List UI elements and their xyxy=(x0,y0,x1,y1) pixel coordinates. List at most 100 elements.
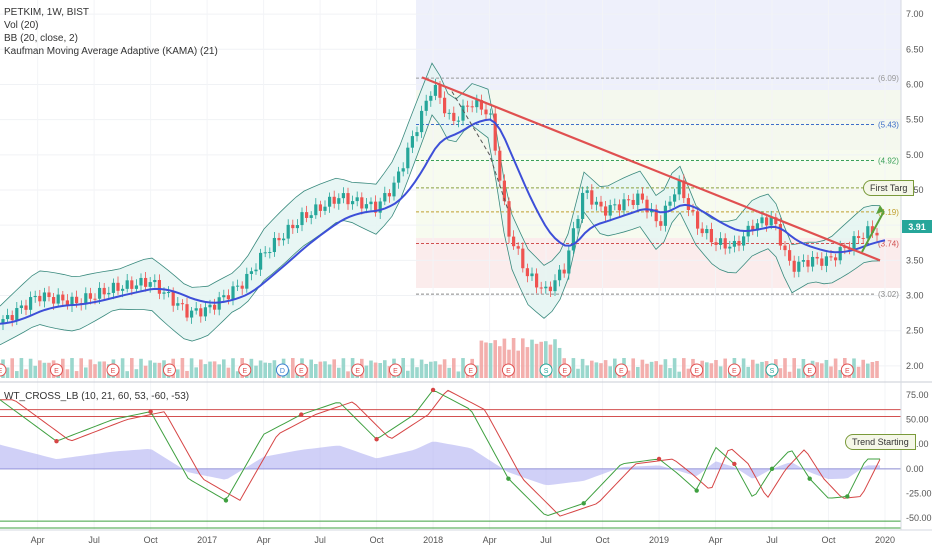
trend-starting-callout[interactable]: Trend Starting xyxy=(845,434,916,450)
event-marker-icon[interactable] xyxy=(49,363,63,377)
candle-body xyxy=(622,199,626,211)
price-candles xyxy=(1,78,879,331)
candle-body xyxy=(355,197,359,202)
candle-body xyxy=(617,204,621,211)
candle-body xyxy=(111,282,115,293)
projection-dashed-line[interactable] xyxy=(451,91,509,212)
event-marker-icon[interactable] xyxy=(539,363,553,377)
symbol-title[interactable]: PETKIM, 1W, BIST xyxy=(4,7,90,18)
event-marker-icon[interactable] xyxy=(558,363,572,377)
candle-body xyxy=(585,190,589,193)
candle-body xyxy=(226,295,230,300)
volume-bar xyxy=(442,359,447,378)
volume-bar xyxy=(65,369,70,378)
volume-bar xyxy=(484,342,488,378)
event-marker-icon[interactable] xyxy=(690,363,704,377)
descending-trendline[interactable] xyxy=(421,76,881,262)
first-target-callout[interactable]: First Targ xyxy=(863,180,915,196)
candle-body xyxy=(300,212,304,226)
earnings-markers: EEEEEDEEEEESEEEESEE xyxy=(0,363,854,377)
time-tick-label: Oct xyxy=(596,535,611,545)
event-marker-icon[interactable] xyxy=(501,363,515,377)
candle-body xyxy=(167,292,171,294)
bollinger-indicator-label[interactable]: BB (20, close, 2) xyxy=(4,33,78,44)
volume-bar xyxy=(272,360,277,378)
cross-dot xyxy=(581,501,586,506)
time-tick-label: 2020 xyxy=(875,535,895,545)
candle-body xyxy=(75,296,79,304)
candle-body xyxy=(466,105,470,107)
oscillator-axis[interactable]: 75.00 50.00 25.00 0.00 -25.00 -50.00 xyxy=(906,390,932,523)
target-arrow[interactable] xyxy=(861,210,885,253)
event-marker-icon[interactable] xyxy=(727,363,741,377)
oscillator-legend: WT_CROSS_LB (10, 21, 60, 53, -60, -53) xyxy=(4,390,189,403)
candle-body xyxy=(852,236,856,250)
volume-bar xyxy=(410,358,415,378)
cross-dot xyxy=(430,387,436,393)
volume-bar xyxy=(866,363,870,378)
volume-bar xyxy=(525,347,530,378)
event-marker-icon[interactable] xyxy=(614,363,628,377)
volume-bar xyxy=(383,360,387,378)
candle-body xyxy=(217,297,221,310)
volume-bar xyxy=(199,359,203,378)
event-marker-icon[interactable] xyxy=(464,363,478,377)
volume-bar xyxy=(369,360,373,378)
candle-body xyxy=(456,120,460,122)
candle-body xyxy=(668,201,672,206)
time-tick-label: Jul xyxy=(88,535,100,545)
event-marker-icon[interactable] xyxy=(765,363,779,377)
volume-bar xyxy=(217,364,221,378)
event-marker-icon[interactable] xyxy=(0,363,7,377)
volume-bar xyxy=(33,365,37,378)
volume-bar xyxy=(544,341,548,378)
event-marker-icon[interactable] xyxy=(106,363,120,377)
chart-legend: PETKIM, 1W, BIST Vol (20) BB (20, close,… xyxy=(4,6,218,58)
volume-bar xyxy=(672,358,677,378)
event-marker-icon[interactable] xyxy=(294,363,308,377)
volume-bar xyxy=(70,358,74,378)
volume-bar xyxy=(718,366,723,378)
candle-body xyxy=(760,217,764,224)
candle-body xyxy=(562,269,566,274)
candle-body xyxy=(314,204,318,216)
volume-indicator-label[interactable]: Vol (20) xyxy=(4,20,39,31)
event-marker-icon[interactable] xyxy=(351,363,365,377)
candle-body xyxy=(190,310,194,318)
volume-bar xyxy=(603,360,608,378)
candle-body xyxy=(337,198,341,204)
candle-body xyxy=(663,205,667,226)
event-marker-icon[interactable] xyxy=(275,363,289,377)
oscillator-tick-label: -25.00 xyxy=(906,488,932,498)
candle-body xyxy=(806,260,810,267)
drawings[interactable] xyxy=(421,76,885,262)
fib-highlight-region xyxy=(416,0,901,90)
volume-bar xyxy=(185,370,189,378)
candle-body xyxy=(42,292,46,302)
event-marker-letter: E xyxy=(694,368,699,375)
candle-body xyxy=(438,85,442,98)
volume-bar xyxy=(640,359,645,378)
event-marker-icon[interactable] xyxy=(162,363,176,377)
event-marker-icon[interactable] xyxy=(388,363,402,377)
event-marker-icon[interactable] xyxy=(803,363,817,377)
cross-dot xyxy=(54,439,59,444)
candle-body xyxy=(870,226,874,233)
candle-body xyxy=(84,293,88,305)
candle-body xyxy=(203,307,207,317)
oscillator-tick-label: 50.00 xyxy=(906,415,929,425)
volume-bar xyxy=(502,338,507,378)
candle-body xyxy=(406,147,410,169)
event-marker-icon[interactable] xyxy=(238,363,252,377)
oscillator-indicator-label[interactable]: WT_CROSS_LB (10, 21, 60, 53, -60, -53) xyxy=(4,391,190,402)
candle-body xyxy=(107,292,111,295)
kama-indicator-label[interactable]: Kaufman Moving Average Adaptive (KAMA) (… xyxy=(4,46,218,57)
svg-text:3.91: 3.91 xyxy=(908,222,926,232)
candle-body xyxy=(691,210,695,212)
volume-bar xyxy=(194,367,198,378)
volume-bar xyxy=(28,358,33,378)
time-axis[interactable]: Apr Jul Oct 2017 Apr Jul Oct 2018 Apr Jul Oct 2019 A… xyxy=(31,535,895,545)
event-marker-icon[interactable] xyxy=(840,363,854,377)
candle-body xyxy=(415,132,419,137)
